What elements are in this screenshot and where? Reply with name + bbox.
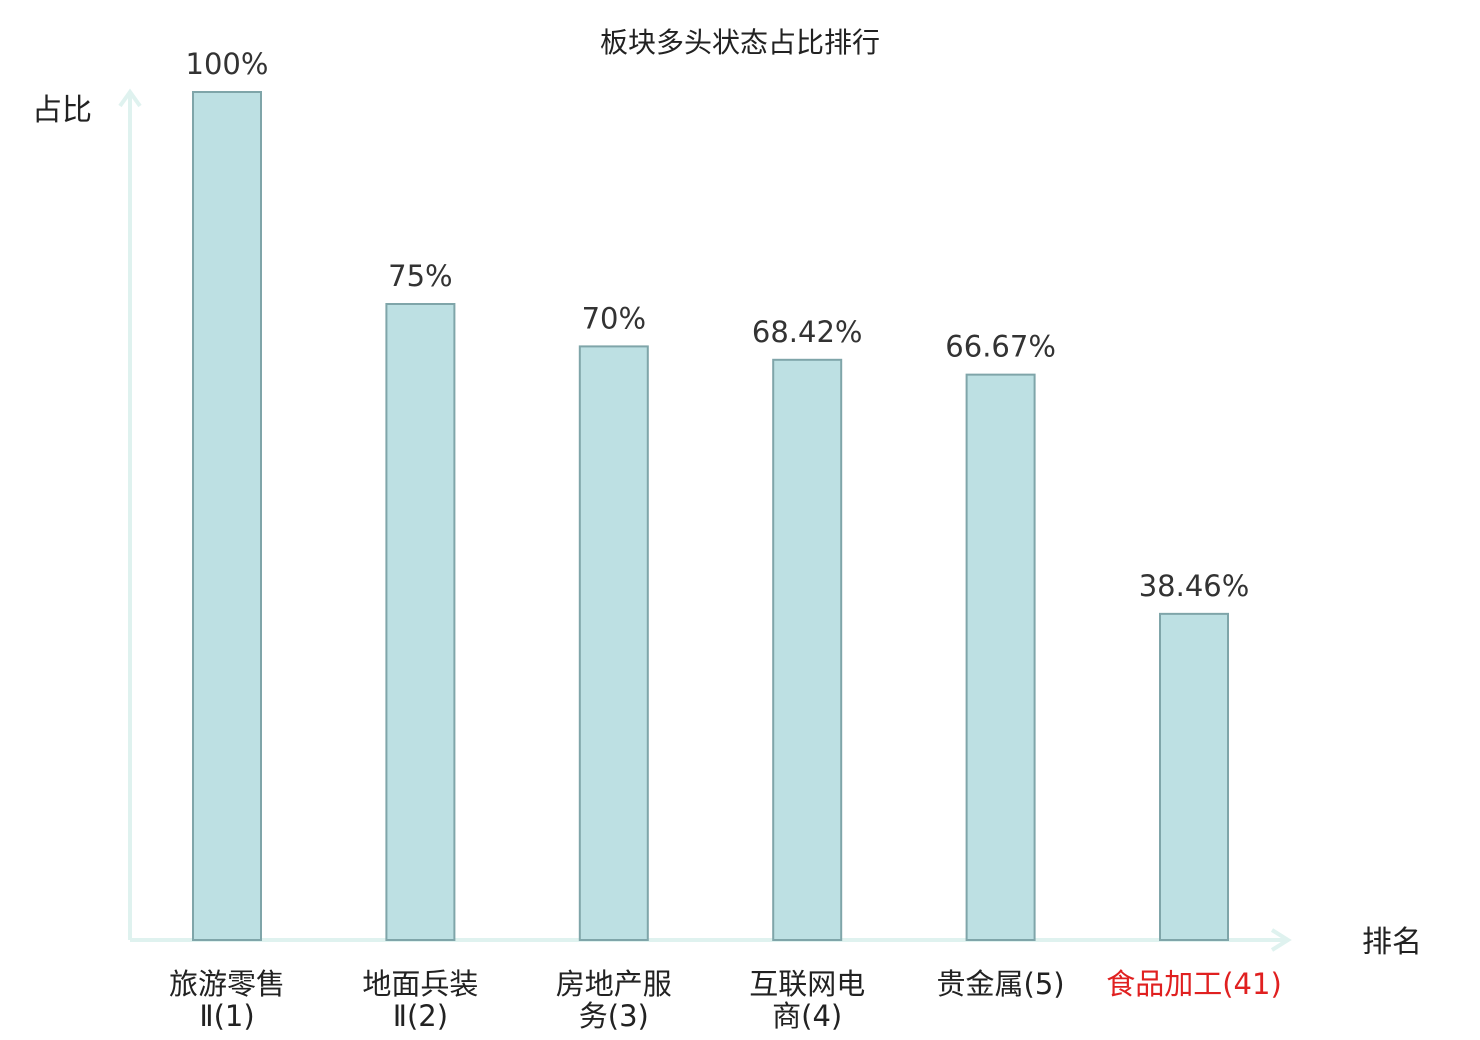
bar-4 <box>772 358 843 941</box>
bar-5 <box>965 373 1036 941</box>
bar-1 <box>192 91 262 941</box>
x-tick-label-4-line-1: 互联网电 <box>749 967 865 1001</box>
x-tick-label-2-line-2: Ⅱ(2) <box>393 999 448 1033</box>
x-tick-label-3-line-2: 务(3) <box>579 999 649 1033</box>
value-label-4: 68.42% <box>752 315 863 349</box>
axes <box>118 88 1292 952</box>
x-tick-label-5-line-1: 贵金属(5) <box>937 967 1065 1001</box>
x-tick-label-6: 食品加工(41) <box>1106 967 1282 1001</box>
bars-group <box>192 91 1229 941</box>
y-axis-label: 占比 <box>32 93 92 128</box>
bar-3 <box>578 345 649 941</box>
x-tick-label-1-line-1: 旅游零售 <box>169 967 285 1001</box>
value-label-3: 70% <box>582 301 646 335</box>
y-axis-arrow <box>118 88 142 108</box>
bar-2 <box>385 303 456 941</box>
x-tick-label-6-line-1: 食品加工(41) <box>1106 967 1282 1001</box>
x-tick-label-1-line-2: Ⅱ(1) <box>199 999 254 1033</box>
x-tick-label-3-line-1: 房地产服 <box>556 967 672 1001</box>
value-label-5: 66.67% <box>945 330 1056 364</box>
value-label-2: 75% <box>388 259 452 293</box>
x-axis-label: 排名 <box>1362 925 1422 960</box>
value-labels-group: 100% 75% 70% 68.42% 66.67% 38.46% <box>186 47 1250 603</box>
x-tick-label-4: 互联网电商(4) <box>749 967 865 1033</box>
bar-6 <box>1159 612 1229 941</box>
value-label-1: 100% <box>186 47 269 81</box>
x-tick-label-1: 旅游零售 Ⅱ(1) <box>169 967 285 1033</box>
x-tick-label-5: 贵金属(5) <box>937 967 1065 1001</box>
chart-title: 板块多头状态占比排行 <box>600 26 880 59</box>
x-tick-label-2: 地面兵装 Ⅱ(2) <box>362 967 478 1033</box>
x-tick-label-3: 房地产服务(3) <box>556 967 672 1033</box>
x-axis-arrow <box>1270 928 1292 952</box>
tick-labels-group: 旅游零售 Ⅱ(1) 地面兵装 Ⅱ(2) 房地产服务(3) 互联网电商(4) 贵金属(5) 食品… <box>169 967 1282 1033</box>
x-tick-label-2-line-1: 地面兵装 <box>362 967 478 1001</box>
value-label-6: 38.46% <box>1139 569 1250 603</box>
x-tick-label-4-line-2: 商(4) <box>772 999 842 1033</box>
